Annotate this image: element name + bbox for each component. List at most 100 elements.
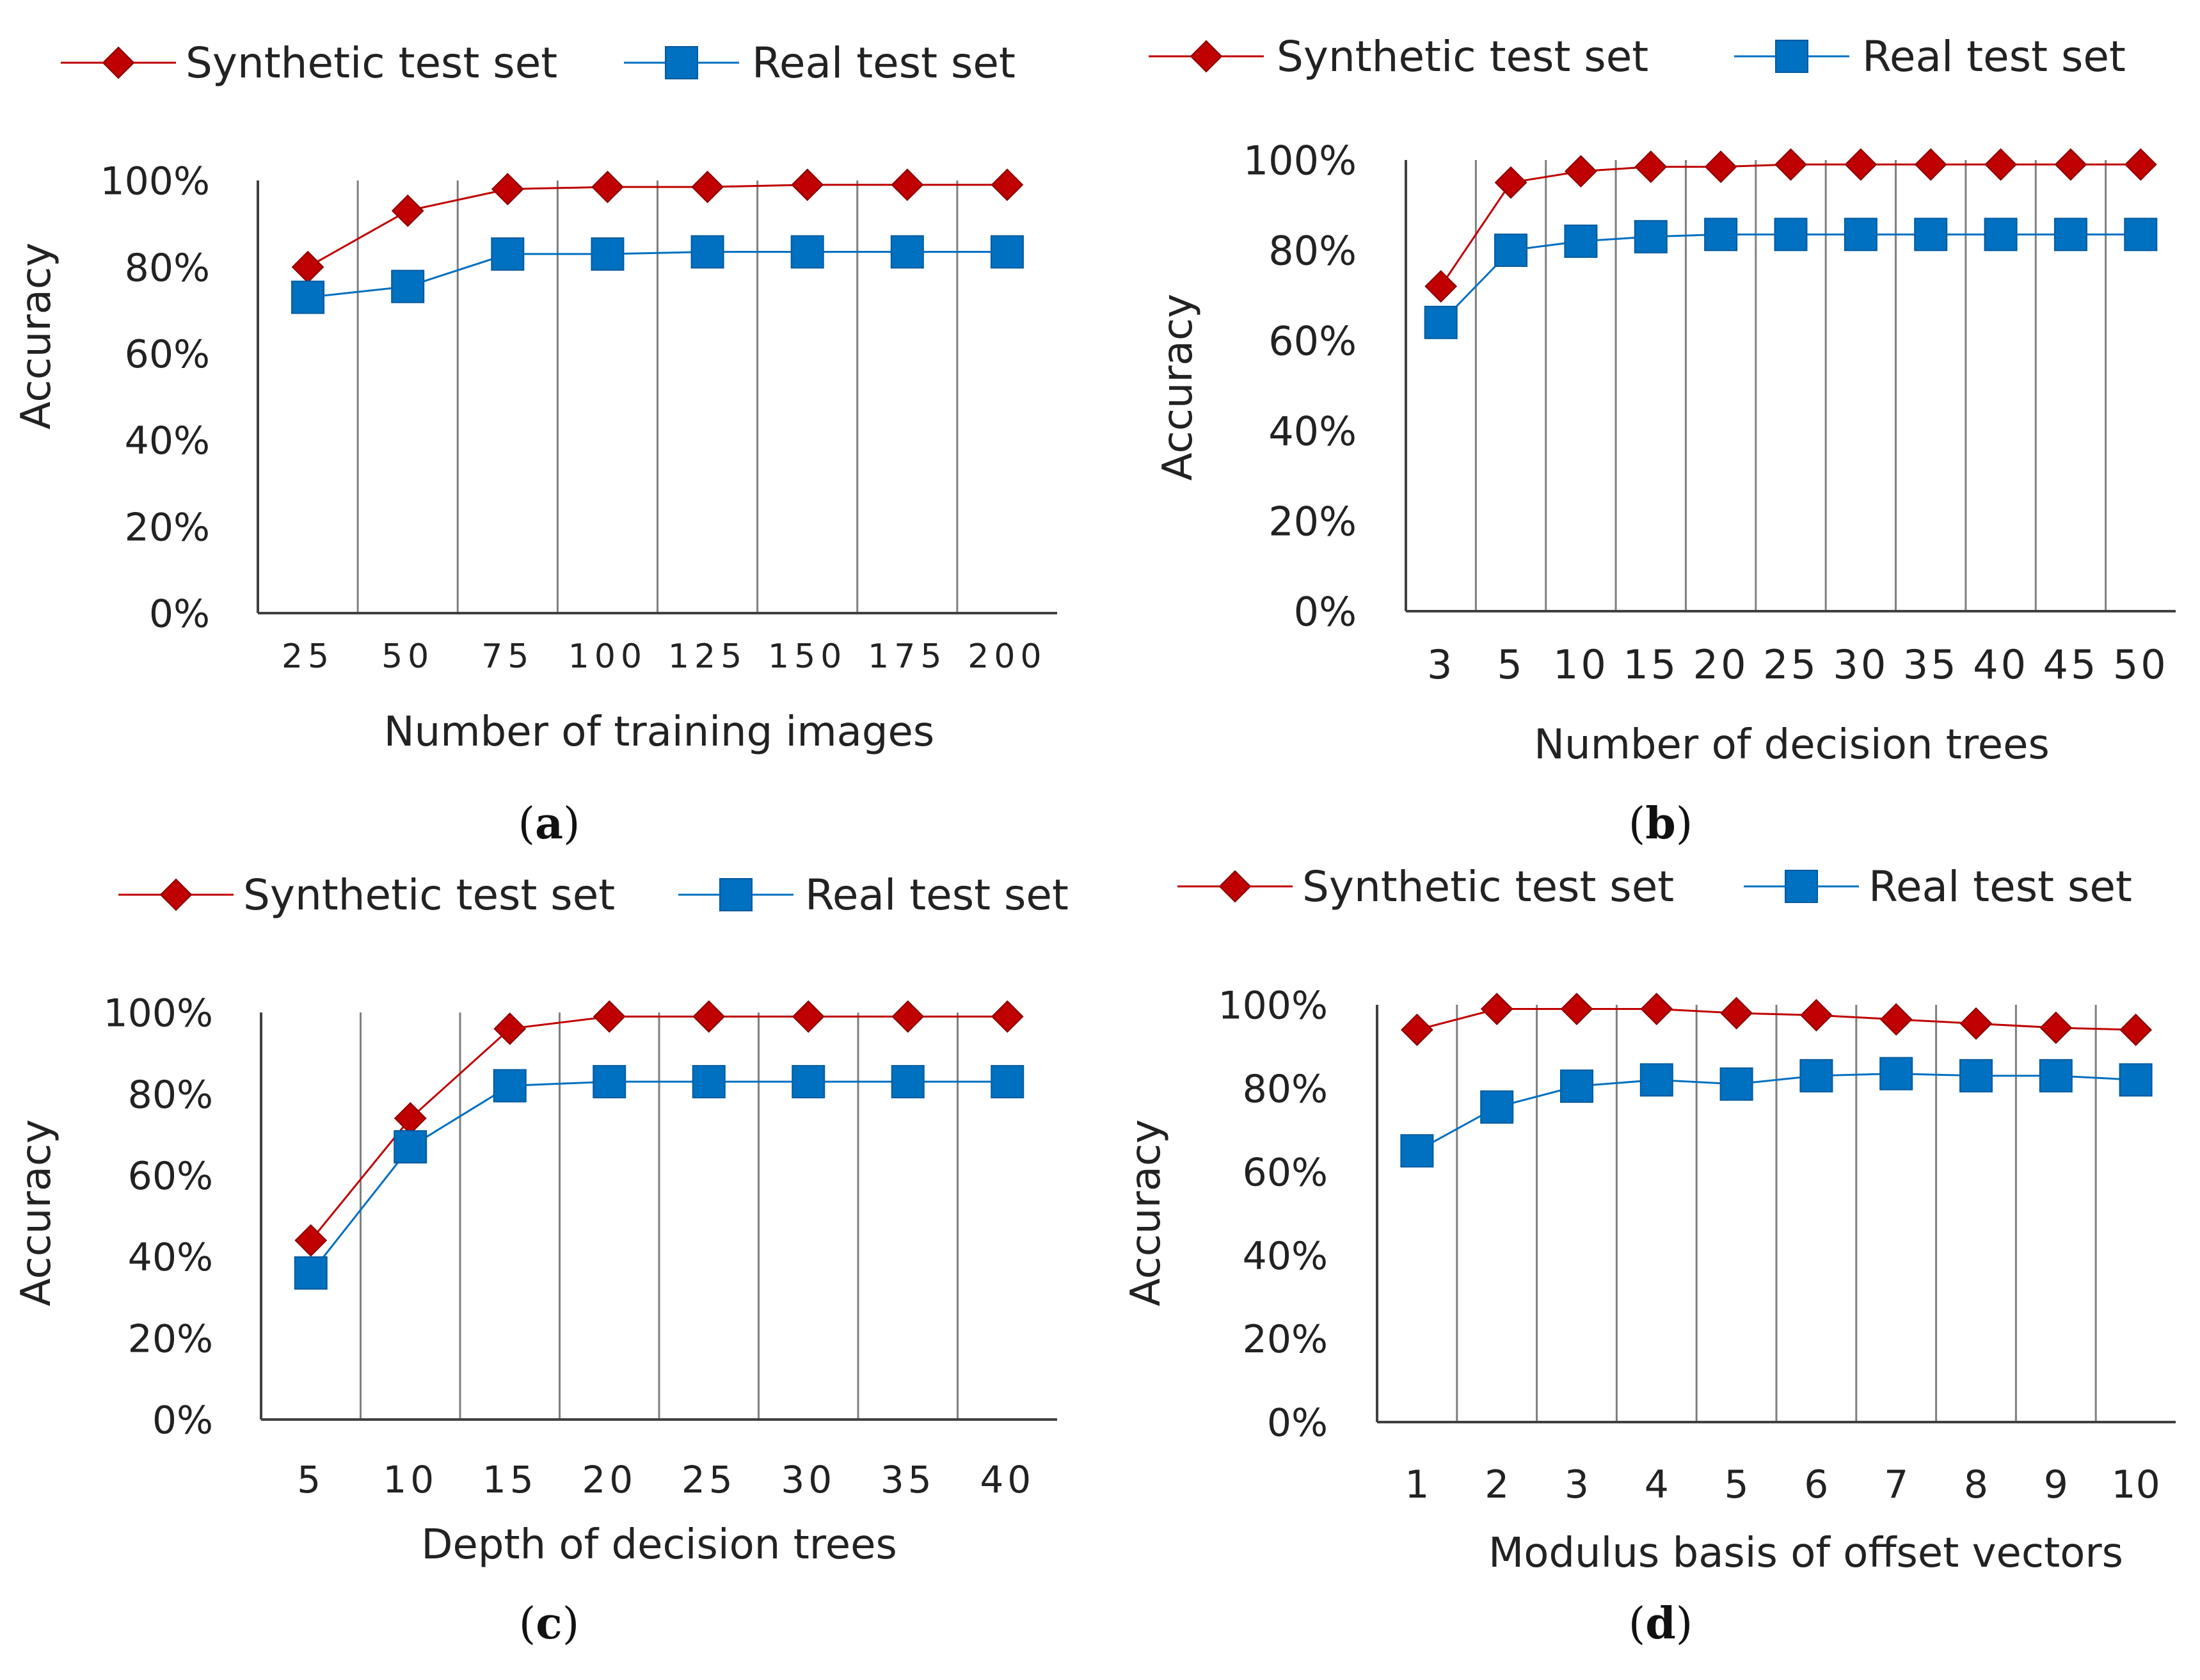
caption-paren: ( — [519, 1599, 536, 1649]
x-tick-label: 175 — [868, 637, 946, 676]
y-tick-label: 0% — [149, 592, 210, 637]
x-tick-label: 5 — [1497, 641, 1524, 688]
y-axis-label: Accuracy — [1122, 1119, 1170, 1306]
y-tick-label: 100% — [100, 159, 210, 204]
x-tick-label: 35 — [881, 1458, 936, 1501]
x-tick-label: 45 — [2043, 641, 2099, 688]
legend-marker-real — [719, 878, 753, 911]
caption-paren: ) — [563, 799, 580, 849]
legend-label-real: Real test set — [805, 870, 1069, 920]
data-point-synthetic — [493, 1012, 527, 1045]
caption-paren: ) — [562, 1599, 580, 1649]
data-point-real — [1984, 218, 2018, 252]
legend-label-real: Real test set — [1869, 862, 2132, 911]
x-tick-label: 20 — [582, 1458, 637, 1501]
legend-marker-synthetic — [159, 878, 193, 911]
x-tick-label: 1 — [1405, 1462, 1429, 1507]
series-line-real — [1416, 1073, 2136, 1152]
legend-marker-real — [665, 46, 698, 79]
data-point-synthetic — [1879, 1003, 1913, 1036]
data-point-synthetic — [1424, 269, 1458, 303]
data-point-real — [1634, 220, 1668, 253]
data-point-synthetic — [391, 194, 424, 227]
data-point-synthetic — [991, 168, 1024, 202]
legend-marker-synthetic — [1218, 870, 1252, 903]
x-tick-label: 2 — [1485, 1462, 1509, 1507]
data-point-synthetic — [593, 1000, 626, 1033]
caption-paren: ( — [518, 799, 535, 849]
x-tick-label: 4 — [1645, 1462, 1669, 1507]
caption-paren: ( — [1629, 799, 1646, 849]
data-point-real — [1959, 1059, 1993, 1092]
data-point-real — [1564, 224, 1598, 258]
x-tick-label: 15 — [482, 1458, 538, 1501]
y-tick-label: 40% — [1268, 408, 1357, 454]
x-tick-label: 50 — [381, 637, 434, 676]
x-tick-label: 30 — [1833, 641, 1888, 688]
data-point-synthetic — [692, 1000, 726, 1033]
data-point-real — [2119, 1063, 2153, 1097]
y-tick-label: 100% — [1218, 984, 1328, 1028]
x-tick-label: 8 — [1964, 1462, 1988, 1507]
legend-label-synthetic: Synthetic test set — [186, 38, 557, 88]
x-tick-label: 125 — [668, 637, 747, 676]
data-point-real — [1799, 1059, 1833, 1092]
data-point-real — [291, 280, 325, 314]
x-tick-label: 30 — [781, 1458, 836, 1501]
data-point-real — [493, 1069, 527, 1103]
data-point-real — [1494, 234, 1528, 267]
series-line-synthetic — [1417, 1008, 2136, 1031]
data-point-real — [1879, 1057, 1913, 1091]
data-point-synthetic — [1634, 150, 1668, 183]
data-point-synthetic — [1959, 1007, 1993, 1040]
data-point-synthetic — [891, 1000, 925, 1033]
data-point-real — [2039, 1059, 2073, 1092]
data-point-real — [591, 237, 625, 271]
data-point-real — [491, 237, 525, 271]
x-tick-label: 25 — [1763, 641, 1819, 688]
y-tick-label: 100% — [103, 991, 213, 1036]
x-tick-label: 6 — [1804, 1462, 1828, 1507]
chart-panel-c: 0% 20% 40% 60% 80% 100% 5 10 15 20 25 30 35 40 Depth o… — [13, 870, 1069, 1649]
x-tick-label: 25 — [682, 1458, 737, 1501]
y-tick-label: 40% — [128, 1235, 213, 1280]
data-point-synthetic — [1560, 993, 1593, 1025]
x-axis-label: Number of decision trees — [1534, 721, 2050, 769]
y-tick-label: 60% — [128, 1154, 213, 1199]
data-point-real — [2053, 218, 2087, 252]
panel-caption: (d) — [1629, 1598, 1693, 1649]
data-point-real — [294, 1256, 328, 1290]
x-tick-label: 25 — [282, 637, 334, 676]
data-point-synthetic — [591, 170, 624, 204]
x-tick-label: 10 — [383, 1458, 438, 1501]
x-tick-label: 150 — [768, 637, 847, 676]
data-point-synthetic — [1400, 1013, 1433, 1046]
panel-caption: (c) — [519, 1598, 579, 1649]
data-point-synthetic — [1480, 993, 1513, 1025]
data-point-real — [394, 1130, 427, 1164]
y-tick-label: 60% — [1268, 317, 1357, 364]
y-tick-label: 100% — [1243, 137, 1357, 184]
data-point-real — [990, 235, 1024, 269]
legend-label-synthetic: Synthetic test set — [243, 870, 615, 920]
series-line-synthetic — [310, 1015, 1008, 1242]
x-tick-label: 40 — [980, 1458, 1035, 1501]
chart-panel-b: 0% 20% 40% 60% 80% 100% 3 5 10 15 20 25 30 35 40 45 50 Nu… — [1149, 32, 2176, 849]
data-point-synthetic — [1799, 998, 1833, 1032]
x-axis-label: Number of training images — [384, 708, 934, 756]
y-tick-label: 60% — [125, 332, 210, 377]
y-tick-label: 20% — [1268, 498, 1357, 545]
y-tick-label: 80% — [125, 246, 210, 291]
legend-label-real: Real test set — [1862, 32, 2126, 81]
data-point-synthetic — [291, 250, 324, 284]
data-point-synthetic — [1774, 148, 1807, 181]
data-point-real — [1914, 218, 1948, 252]
series-line-synthetic — [307, 184, 1007, 268]
data-point-real — [690, 235, 724, 269]
y-tick-label: 40% — [1243, 1234, 1328, 1279]
x-tick-label: 40 — [1973, 641, 2029, 688]
x-tick-label: 7 — [1884, 1462, 1908, 1507]
y-tick-label: 0% — [1294, 588, 1357, 635]
caption-paren: ( — [1629, 1599, 1646, 1649]
y-tick-label: 20% — [125, 505, 210, 550]
